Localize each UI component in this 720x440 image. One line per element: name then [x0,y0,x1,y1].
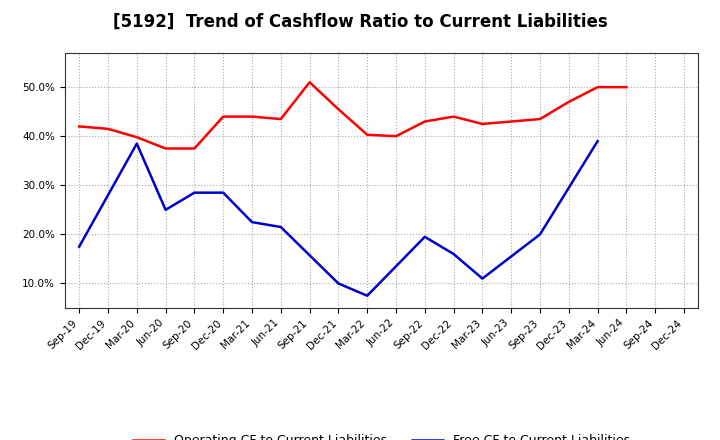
Free CF to Current Liabilities [219,190,228,195]
Line: Operating CF to Current Liabilities: Operating CF to Current Liabilities [79,82,626,148]
Operating CF to Current Liabilities [507,119,516,124]
Free CF to Current Liabilities [161,207,170,213]
Operating CF to Current Liabilities [536,117,544,122]
Free CF to Current Liabilities [248,220,256,225]
Free CF to Current Liabilities [420,234,429,239]
Operating CF to Current Liabilities [132,135,141,140]
Free CF to Current Liabilities [276,224,285,230]
Free CF to Current Liabilities [536,232,544,237]
Operating CF to Current Liabilities [219,114,228,119]
Operating CF to Current Liabilities [334,106,343,112]
Operating CF to Current Liabilities [248,114,256,119]
Free CF to Current Liabilities [190,190,199,195]
Free CF to Current Liabilities [593,139,602,144]
Free CF to Current Liabilities [75,244,84,249]
Operating CF to Current Liabilities [392,134,400,139]
Legend: Operating CF to Current Liabilities, Free CF to Current Liabilities: Operating CF to Current Liabilities, Fre… [127,429,636,440]
Operating CF to Current Liabilities [104,126,112,132]
Free CF to Current Liabilities [478,276,487,281]
Free CF to Current Liabilities [334,281,343,286]
Operating CF to Current Liabilities [190,146,199,151]
Operating CF to Current Liabilities [593,84,602,90]
Line: Free CF to Current Liabilities: Free CF to Current Liabilities [79,141,598,296]
Free CF to Current Liabilities [363,293,372,298]
Free CF to Current Liabilities [449,251,458,257]
Operating CF to Current Liabilities [622,84,631,90]
Operating CF to Current Liabilities [363,132,372,137]
Operating CF to Current Liabilities [75,124,84,129]
Free CF to Current Liabilities [132,141,141,146]
Operating CF to Current Liabilities [305,80,314,85]
Operating CF to Current Liabilities [449,114,458,119]
Text: [5192]  Trend of Cashflow Ratio to Current Liabilities: [5192] Trend of Cashflow Ratio to Curren… [112,13,608,31]
Operating CF to Current Liabilities [564,99,573,105]
Operating CF to Current Liabilities [276,117,285,122]
Operating CF to Current Liabilities [420,119,429,124]
Operating CF to Current Liabilities [161,146,170,151]
Operating CF to Current Liabilities [478,121,487,127]
